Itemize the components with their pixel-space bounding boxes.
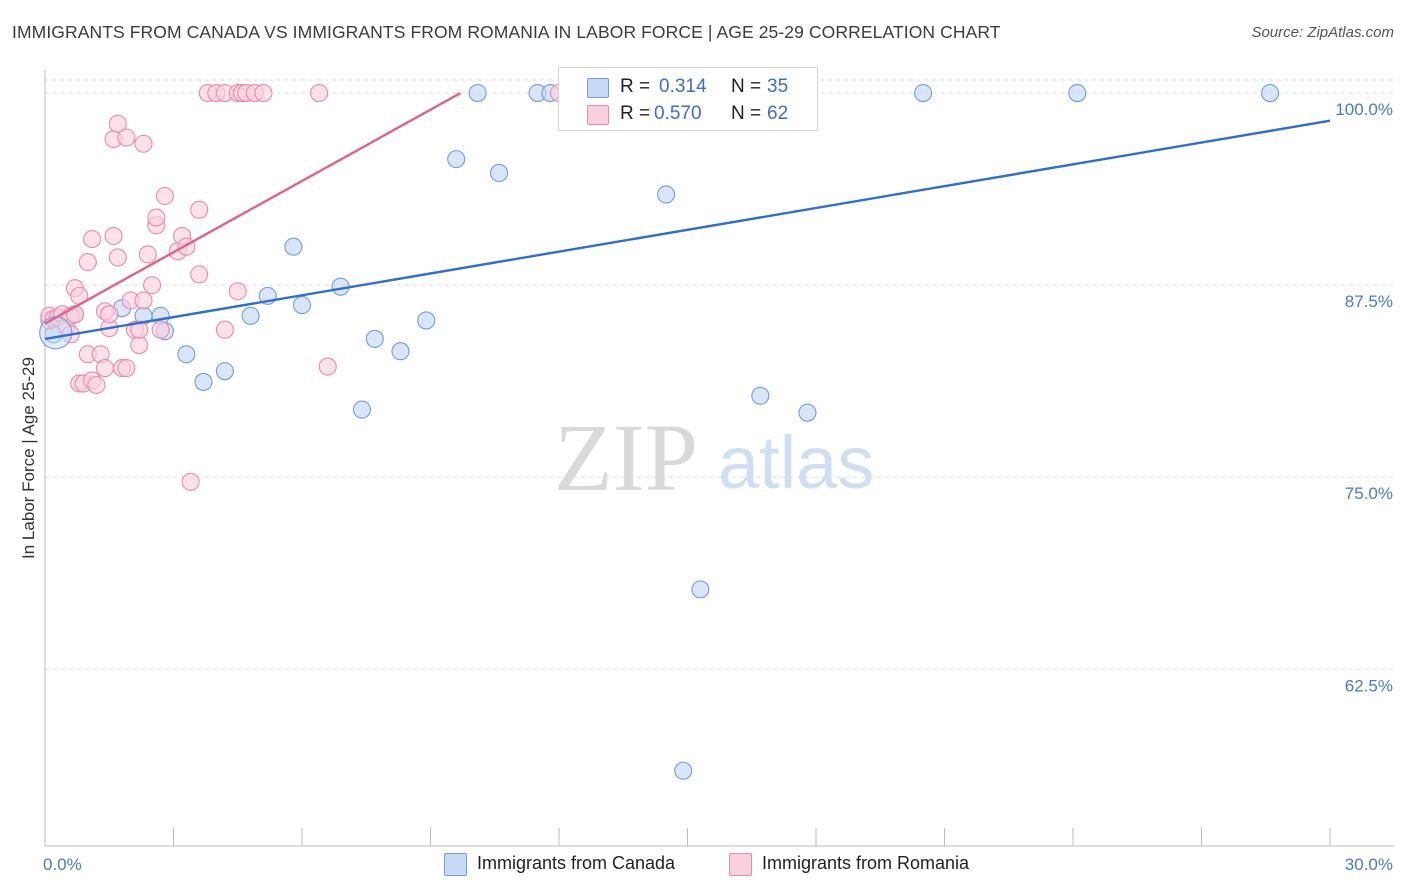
y-tick-label: 75.0%: [1345, 484, 1393, 503]
canada-point: [691, 580, 710, 599]
canada-point: [1260, 83, 1280, 103]
grid-layer: [45, 79, 1394, 670]
canada-point: [751, 386, 770, 405]
watermark-atlas: atlas: [718, 421, 874, 504]
axis-layer: 62.5% 75.0% 87.5% 100.0% 0.0% 30.0%: [43, 70, 1394, 874]
romania-point: [134, 291, 153, 310]
legend-n-label: N =: [731, 103, 762, 124]
legend-r-label: R =: [620, 103, 651, 124]
canada-point: [657, 185, 676, 204]
romania-point: [134, 134, 153, 153]
romania-point: [215, 320, 234, 339]
series-legend: Immigrants from Canada Immigrants from R…: [0, 852, 1406, 878]
series-label-romania: Immigrants from Romania: [762, 853, 970, 873]
romania-point: [254, 83, 273, 103]
romania-point: [318, 357, 337, 376]
x-tick-label: 30.0%: [1345, 855, 1393, 874]
series-swatch-canada: [444, 853, 467, 876]
romania-point: [130, 320, 149, 339]
legend-n-value-canada: 35: [767, 76, 789, 97]
canada-point: [447, 150, 466, 169]
romania-point: [310, 83, 329, 103]
legend-n-label: N =: [731, 76, 762, 97]
x-tick-label: 0.0%: [43, 855, 82, 874]
y-axis-title: In Labor Force | Age 25-29: [19, 357, 38, 559]
romania-point: [108, 114, 127, 133]
romania-point: [190, 200, 209, 219]
legend-r-value-canada: 0.314: [659, 76, 707, 97]
romania-point: [130, 336, 149, 355]
watermark: ZIP atlas: [554, 404, 874, 511]
romania-point: [190, 265, 209, 284]
romania-point: [117, 359, 136, 378]
canada-point: [194, 372, 213, 391]
canada-point: [674, 761, 693, 780]
romania-point: [100, 305, 119, 324]
trend-layer: [44, 92, 1331, 341]
canada-trend-line: [44, 119, 1331, 341]
romania-point: [108, 248, 127, 267]
canada-point: [798, 403, 817, 422]
canada-point: [365, 329, 384, 348]
romania-point: [138, 245, 157, 264]
legend-r-value-romania: 0.570: [654, 103, 702, 124]
legend-n-value-romania: 62: [767, 103, 789, 124]
canada-point: [215, 362, 234, 381]
chart-title: IMMIGRANTS FROM CANADA VS IMMIGRANTS FRO…: [12, 22, 1001, 42]
y-tick-label: 87.5%: [1345, 292, 1393, 311]
romania-point: [83, 229, 102, 249]
watermark-zip: ZIP: [554, 404, 698, 511]
romania-point: [87, 375, 106, 395]
canada-point: [292, 296, 312, 315]
canada-point: [914, 83, 933, 103]
canada-point: [241, 306, 260, 325]
legend-swatch-romania: [587, 105, 609, 125]
canada-point: [39, 316, 73, 350]
chart-source: Source: ZipAtlas.com: [1251, 24, 1394, 41]
romania-point: [143, 276, 162, 295]
romania-point: [104, 226, 123, 246]
canada-point: [391, 342, 410, 361]
correlation-legend: R = 0.314 N = 35 R = 0.570 N = 62: [558, 67, 818, 131]
series-label-canada: Immigrants from Canada: [477, 853, 676, 873]
romania-point: [228, 282, 247, 301]
romania-point: [117, 128, 136, 147]
romania-point: [147, 208, 166, 227]
canada-point: [352, 400, 372, 419]
romania-point: [181, 472, 200, 491]
canada-point: [417, 311, 436, 330]
romania-point: [65, 305, 85, 324]
legend-r-label: R =: [620, 76, 651, 97]
canada-point: [1068, 83, 1087, 103]
y-tick-label: 62.5%: [1345, 676, 1393, 695]
legend-swatch-canada: [587, 78, 609, 98]
romania-point: [155, 186, 174, 206]
canada-point: [284, 237, 303, 256]
romania-point: [151, 320, 170, 339]
romania-point: [95, 359, 115, 378]
canada-point: [489, 163, 509, 183]
canada-point: [177, 345, 196, 364]
romania-trend-line: [44, 92, 462, 325]
canada-point: [468, 83, 487, 103]
series-swatch-romania: [729, 853, 752, 876]
romania-point: [78, 253, 97, 272]
y-tick-label: 100.0%: [1335, 100, 1393, 119]
